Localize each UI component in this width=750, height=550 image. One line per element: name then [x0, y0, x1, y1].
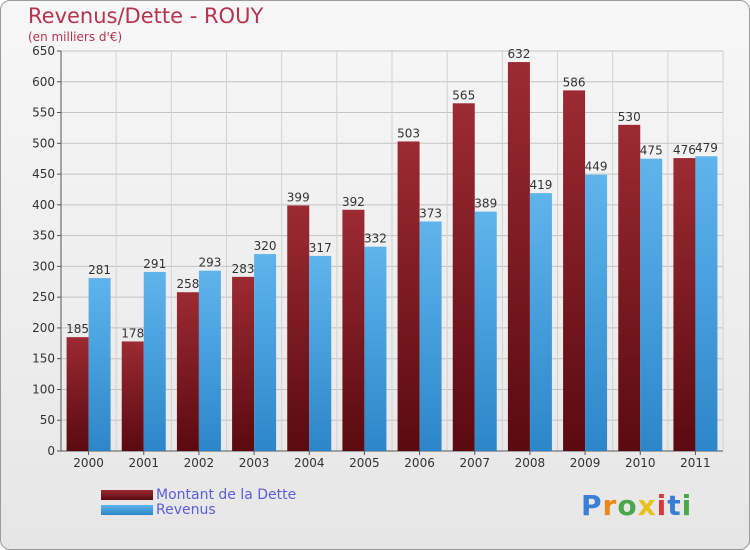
bar-dette — [563, 90, 586, 451]
logo-letter: i — [681, 489, 693, 522]
data-label: 178 — [121, 326, 144, 340]
y-tick-label: 550 — [32, 106, 55, 120]
bar-revenus — [143, 271, 166, 451]
y-tick-label: 350 — [32, 229, 55, 243]
x-tick-label: 2000 — [73, 456, 104, 470]
bar-revenus — [364, 246, 387, 451]
y-tick-label: 100 — [32, 382, 55, 396]
bar-dette — [66, 337, 89, 451]
data-label: 392 — [342, 195, 365, 209]
chart-subtitle: (en milliers d'€) — [28, 30, 123, 44]
data-label: 565 — [452, 88, 475, 102]
data-label: 389 — [474, 197, 497, 211]
data-label: 476 — [673, 143, 696, 157]
x-tick-label: 2005 — [349, 456, 380, 470]
data-label: 530 — [618, 110, 641, 124]
logo-letter: x — [637, 489, 657, 522]
data-label: 419 — [529, 178, 552, 192]
legend-item-revenus: Revenus — [101, 501, 296, 518]
bar-dette — [618, 124, 641, 451]
y-tick-label: 500 — [32, 136, 55, 150]
bar-dette — [397, 141, 420, 451]
x-tick-label: 2010 — [625, 456, 656, 470]
bar-dette — [452, 103, 475, 452]
logo-letter: P — [581, 489, 603, 522]
x-tick-label: 2004 — [294, 456, 325, 470]
data-label: 258 — [176, 277, 199, 291]
data-label: 586 — [563, 75, 586, 89]
data-label: 479 — [695, 141, 718, 155]
chart-title: Revenus/Dette - ROUY — [28, 4, 264, 28]
y-tick-label: 0 — [47, 444, 55, 458]
bar-revenus — [529, 193, 552, 451]
bar-dette — [507, 62, 530, 451]
bar-revenus — [309, 255, 332, 451]
y-tick-label: 200 — [32, 321, 55, 335]
y-tick-label: 650 — [32, 44, 55, 58]
data-label: 185 — [66, 322, 89, 336]
bar-revenus — [695, 156, 718, 451]
bar-dette — [176, 292, 199, 451]
bar-dette — [232, 276, 255, 451]
bar-revenus — [198, 270, 221, 451]
legend-label-dette: Montant de la Dette — [156, 486, 297, 503]
logo-letter: r — [602, 489, 618, 522]
x-tick-label: 2011 — [680, 456, 711, 470]
bar-revenus — [88, 278, 111, 451]
bar-dette — [287, 205, 310, 451]
x-tick-label: 2009 — [570, 456, 601, 470]
data-label: 373 — [419, 206, 442, 220]
y-tick-label: 150 — [32, 352, 55, 366]
data-label: 293 — [198, 256, 221, 270]
y-tick-label: 300 — [32, 259, 55, 273]
data-label: 399 — [287, 190, 310, 204]
data-label: 283 — [232, 262, 255, 276]
data-label: 281 — [88, 263, 111, 277]
x-tick-label: 2006 — [404, 456, 435, 470]
data-label: 320 — [254, 239, 277, 253]
legend: Montant de la Dette Revenus — [101, 486, 297, 518]
data-label: 475 — [640, 144, 663, 158]
bar-dette — [342, 209, 365, 451]
legend-swatch-revenus — [101, 504, 153, 515]
bar-revenus — [254, 254, 277, 451]
y-tick-label: 450 — [32, 167, 55, 181]
bar-dette — [673, 158, 696, 452]
bar-revenus — [419, 221, 442, 451]
y-tick-label: 600 — [32, 75, 55, 89]
x-tick-label: 2003 — [239, 456, 270, 470]
data-label: 449 — [585, 160, 608, 174]
data-label: 632 — [507, 47, 530, 61]
y-tick-label: 400 — [32, 198, 55, 212]
bar-revenus — [474, 211, 497, 451]
bar-revenus — [640, 158, 663, 451]
data-label: 503 — [397, 126, 420, 140]
x-tick-label: 2007 — [459, 456, 490, 470]
y-tick-label: 250 — [32, 290, 55, 304]
data-label: 317 — [309, 241, 332, 255]
data-label: 332 — [364, 232, 387, 246]
x-tick-label: 2008 — [515, 456, 546, 470]
legend-swatch-dette — [101, 489, 153, 500]
bar-revenus — [585, 174, 608, 451]
bar-dette — [121, 341, 144, 451]
logo-letter: o — [617, 489, 638, 522]
y-tick-label: 50 — [40, 413, 55, 427]
logo-letter: t — [667, 489, 682, 522]
proxiti-logo: Proxiti — [581, 489, 692, 522]
x-tick-label: 2001 — [128, 456, 159, 470]
legend-label-revenus: Revenus — [156, 501, 216, 518]
logo-letter: i — [656, 489, 668, 522]
legend-item-dette: Montant de la Dette — [101, 486, 297, 503]
data-label: 291 — [143, 257, 166, 271]
x-tick-label: 2002 — [184, 456, 215, 470]
